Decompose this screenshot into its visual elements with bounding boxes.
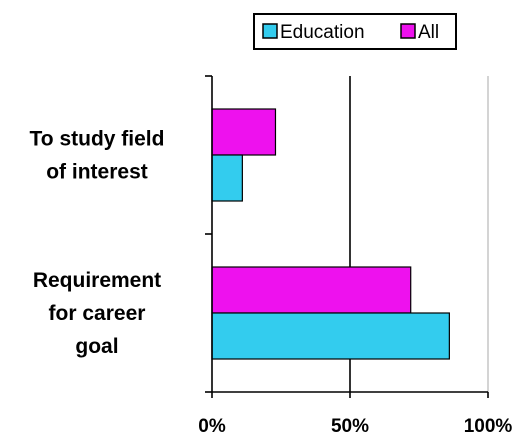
category-label-0: To study field of interest <box>30 128 165 184</box>
bar-all-1 <box>211 266 412 314</box>
legend-swatch-all <box>400 23 416 39</box>
category-label-1: Requirement for career goal <box>33 269 161 358</box>
bar-all-0 <box>211 108 277 156</box>
x-tick-label-100: 100% <box>464 416 513 437</box>
bar-education-1 <box>211 312 450 360</box>
category-label-line: of interest <box>46 161 148 184</box>
x-tick-label-50: 50% <box>331 416 369 437</box>
legend-label-all: All <box>418 22 439 43</box>
category-label-line: Requirement <box>33 269 161 292</box>
category-label-line: for career <box>49 302 146 325</box>
labels: To study field of interest Requirement for … <box>30 128 513 438</box>
bars <box>211 108 450 360</box>
category-label-line: To study field <box>30 128 165 151</box>
axes <box>205 75 489 398</box>
legend-swatch-education <box>262 23 278 39</box>
bar-education-0 <box>211 154 243 202</box>
x-tick-label-0: 0% <box>198 416 226 437</box>
legend-label-education: Education <box>280 22 365 43</box>
legend: Education All <box>253 13 457 50</box>
category-label-line: goal <box>75 335 118 358</box>
legend-box <box>253 13 457 50</box>
